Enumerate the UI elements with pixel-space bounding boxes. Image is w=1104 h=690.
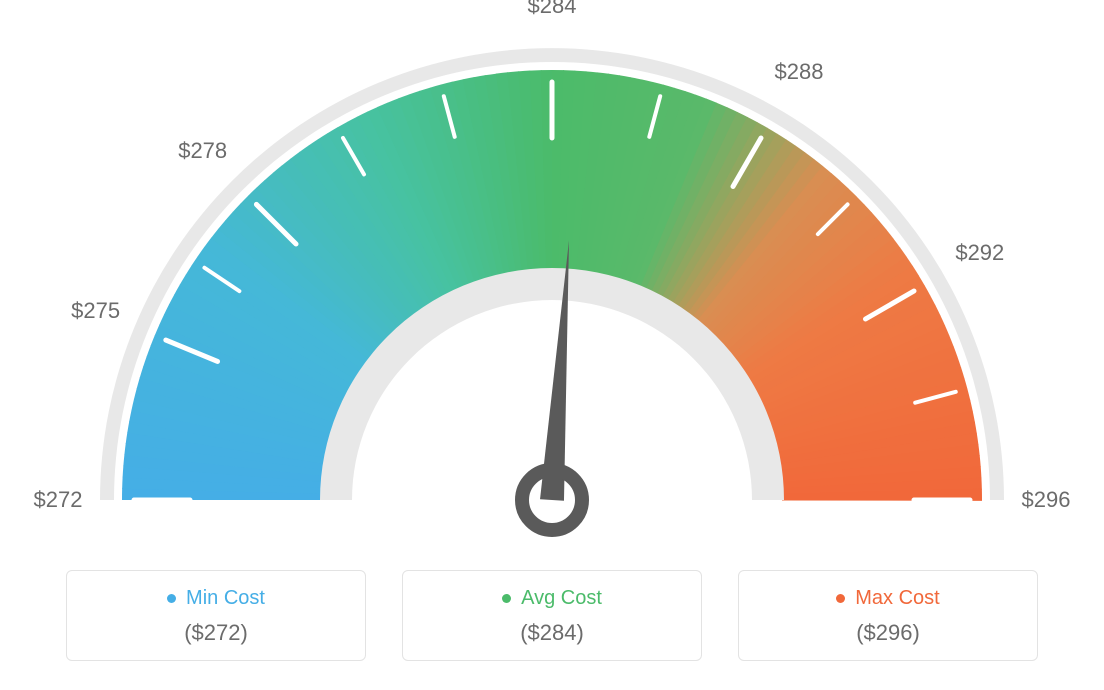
legend-value-min: ($272) — [67, 620, 365, 646]
gauge-tick-label: $288 — [775, 59, 824, 85]
legend-label-min: Min Cost — [186, 587, 265, 610]
gauge-tick-label: $292 — [955, 240, 1004, 266]
gauge-tick-label: $296 — [1022, 487, 1071, 513]
legend-title-max: Max Cost — [836, 587, 939, 610]
gauge-svg — [0, 0, 1104, 560]
legend-label-avg: Avg Cost — [521, 587, 602, 610]
legend-dot-min — [167, 594, 176, 603]
legend-title-avg: Avg Cost — [502, 587, 602, 610]
gauge-tick-label: $278 — [178, 138, 227, 164]
gauge-tick-label: $284 — [528, 0, 577, 19]
legend-card-min: Min Cost ($272) — [66, 570, 366, 661]
legend-value-max: ($296) — [739, 620, 1037, 646]
legend-value-avg: ($284) — [403, 620, 701, 646]
legend-dot-max — [836, 594, 845, 603]
legend-dot-avg — [502, 594, 511, 603]
gauge-chart: $272 $275 $278 $284 $288 $292 $296 — [0, 0, 1104, 560]
legend-card-max: Max Cost ($296) — [738, 570, 1038, 661]
legend-title-min: Min Cost — [167, 587, 265, 610]
gauge-tick-label: $272 — [34, 487, 83, 513]
legend-label-max: Max Cost — [855, 587, 939, 610]
legend-card-avg: Avg Cost ($284) — [402, 570, 702, 661]
gauge-tick-label: $275 — [71, 298, 120, 324]
legend-row: Min Cost ($272) Avg Cost ($284) Max Cost… — [0, 560, 1104, 661]
